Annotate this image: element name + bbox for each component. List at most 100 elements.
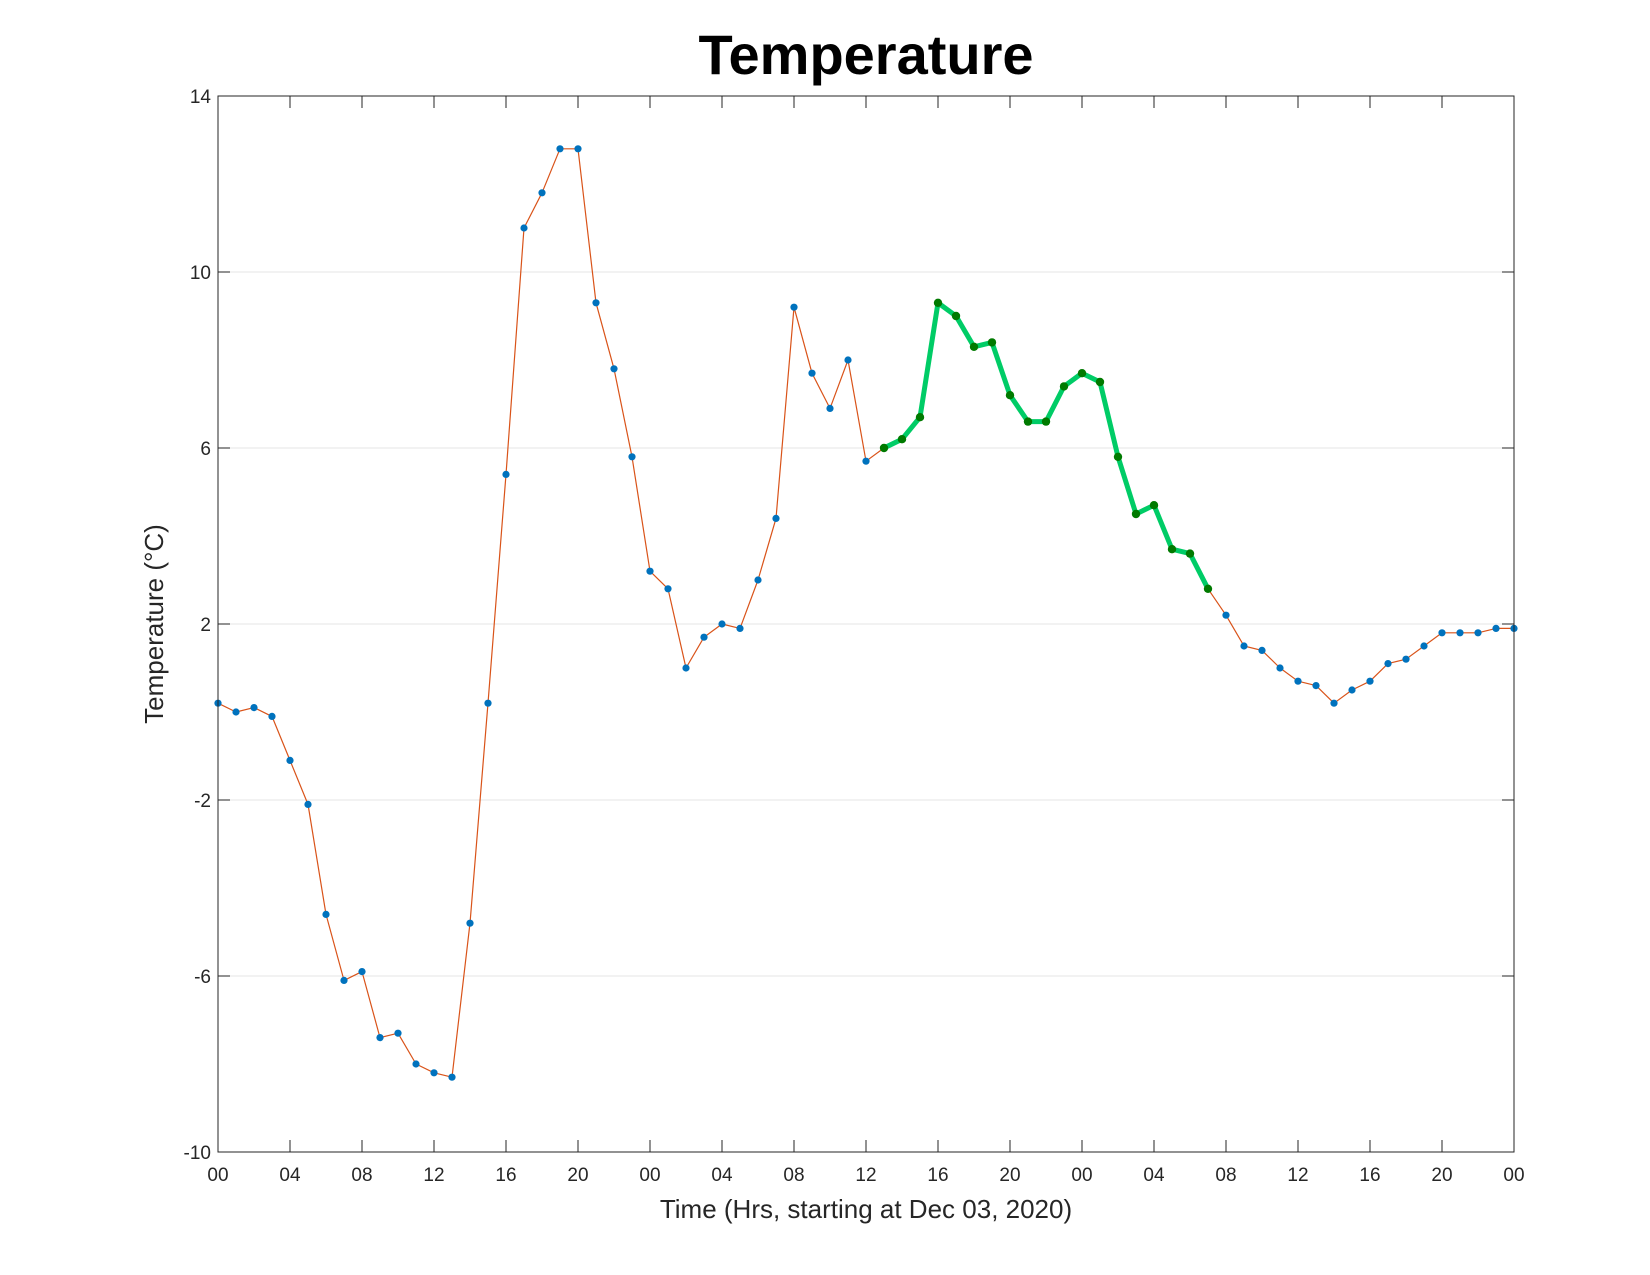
data-point xyxy=(664,585,672,593)
x-tick-label: 20 xyxy=(1431,1165,1452,1186)
data-point xyxy=(610,365,618,373)
data-point xyxy=(1330,699,1338,707)
data-point xyxy=(232,708,240,716)
x-tick-label: 16 xyxy=(927,1165,948,1186)
highlight-point xyxy=(1203,584,1213,593)
x-tick-label: 08 xyxy=(783,1165,804,1186)
data-point xyxy=(502,470,510,478)
y-tick-labels: 14 10 6 2 -2 -6 -10 xyxy=(184,87,212,1164)
x-tick-label: 08 xyxy=(1215,1165,1236,1186)
highlight-point xyxy=(1167,545,1177,554)
highlight-point xyxy=(915,413,925,422)
data-point xyxy=(1276,664,1284,672)
highlight-point xyxy=(1149,501,1159,510)
x-tick-label: 12 xyxy=(1287,1165,1308,1186)
data-point xyxy=(1222,611,1230,619)
x-tick-label: 00 xyxy=(207,1165,228,1186)
x-tick-label: 00 xyxy=(1071,1165,1092,1186)
data-point xyxy=(1240,642,1248,650)
data-point xyxy=(646,567,654,575)
x-tick-label: 00 xyxy=(1503,1165,1524,1186)
data-point xyxy=(592,299,600,307)
x-tick-label: 16 xyxy=(495,1165,516,1186)
x-tick-label: 12 xyxy=(855,1165,876,1186)
grid-lines xyxy=(218,271,1514,977)
data-point xyxy=(430,1069,438,1077)
data-point xyxy=(448,1073,456,1081)
y-tick-label: 2 xyxy=(200,615,211,636)
data-point xyxy=(628,453,636,461)
data-point xyxy=(826,404,834,412)
data-point xyxy=(268,712,276,721)
data-point xyxy=(682,664,690,672)
highlight-point xyxy=(1023,417,1033,426)
highlight-point xyxy=(1095,377,1105,387)
data-point xyxy=(772,514,780,523)
data-point xyxy=(790,303,798,311)
highlight-point xyxy=(987,338,997,347)
data-point xyxy=(1294,677,1302,685)
data-point xyxy=(376,1034,384,1042)
data-point xyxy=(466,919,474,927)
highlight-point xyxy=(1059,382,1069,391)
highlight-point xyxy=(1041,417,1051,426)
x-tick-label: 00 xyxy=(639,1165,660,1186)
data-point xyxy=(736,624,744,633)
data-point xyxy=(322,910,330,919)
data-point xyxy=(340,976,348,985)
y-tick-label: 14 xyxy=(190,87,212,108)
chart-title: Temperature xyxy=(698,23,1033,86)
data-point xyxy=(1420,642,1428,650)
highlight-point xyxy=(1185,549,1195,558)
data-point xyxy=(250,704,258,712)
x-tick-label: 04 xyxy=(1143,1165,1165,1186)
data-point xyxy=(1438,629,1446,637)
data-point xyxy=(808,369,816,377)
data-point xyxy=(394,1029,402,1037)
data-point xyxy=(862,457,870,465)
highlight-point xyxy=(969,342,979,351)
data-point xyxy=(718,620,726,628)
data-point xyxy=(1348,686,1356,694)
y-tick-label: -6 xyxy=(194,967,211,988)
highlight-point xyxy=(1005,391,1015,400)
x-tick-label: 20 xyxy=(999,1165,1020,1186)
data-point xyxy=(556,145,564,153)
data-point xyxy=(1366,677,1374,685)
data-point xyxy=(1474,629,1482,637)
data-point xyxy=(286,756,294,765)
data-point xyxy=(700,633,708,641)
y-axis-label: Temperature (°C) xyxy=(139,524,169,724)
data-point xyxy=(1402,655,1410,663)
data-point xyxy=(844,356,852,364)
y-tick-label: 10 xyxy=(190,263,211,284)
x-tick-labels: 00 04 08 12 16 20 00 04 08 12 16 20 00 04 08 12 16 20 00 xyxy=(207,1165,1524,1186)
highlighted-segment xyxy=(879,298,1213,593)
axes-box xyxy=(217,95,1515,1153)
data-point xyxy=(484,699,492,707)
data-point xyxy=(1312,682,1320,690)
data-point xyxy=(1384,660,1392,668)
x-tick-label: 16 xyxy=(1359,1165,1380,1186)
highlight-point xyxy=(1113,452,1123,461)
highlight-point xyxy=(951,311,961,321)
x-tick-label: 04 xyxy=(279,1165,301,1186)
data-point xyxy=(520,224,528,232)
y-tick-label: -10 xyxy=(184,1143,211,1164)
x-tick-label: 12 xyxy=(423,1165,444,1186)
data-point xyxy=(412,1060,420,1068)
data-point xyxy=(1456,629,1464,637)
x-tick-label: 08 xyxy=(351,1165,372,1186)
highlight-point xyxy=(933,298,943,307)
data-point xyxy=(574,145,582,153)
highlight-point xyxy=(1077,369,1087,378)
y-tick-label: -2 xyxy=(194,791,211,812)
x-tick-label: 20 xyxy=(567,1165,588,1186)
data-point xyxy=(358,968,366,976)
y-tick-label: 6 xyxy=(200,439,211,460)
data-point xyxy=(1258,646,1266,655)
x-axis-label: Time (Hrs, starting at Dec 03, 2020) xyxy=(660,1194,1072,1224)
highlight-point xyxy=(1131,509,1141,519)
highlight-point xyxy=(897,435,907,444)
